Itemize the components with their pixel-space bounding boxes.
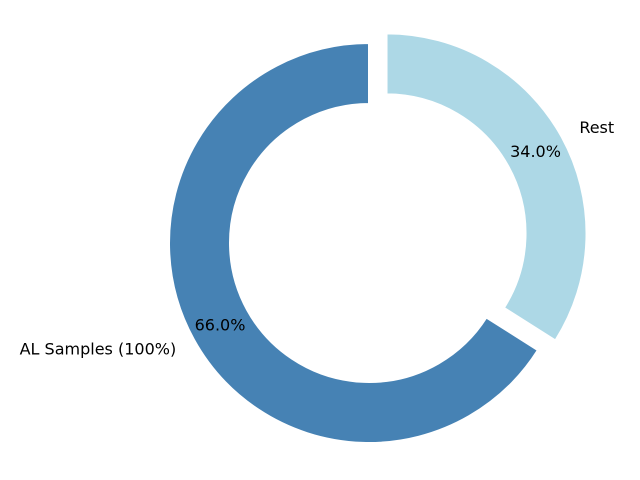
slice-category-label-0: Rest [579, 118, 614, 137]
slice-category-label-1: AL Samples (100%) [20, 339, 177, 358]
donut-slice-0 [385, 32, 588, 342]
donut-slice-1 [168, 41, 540, 444]
slice-percent-label-1: 66.0% [195, 315, 246, 334]
slice-percent-label-0: 34.0% [510, 142, 561, 161]
